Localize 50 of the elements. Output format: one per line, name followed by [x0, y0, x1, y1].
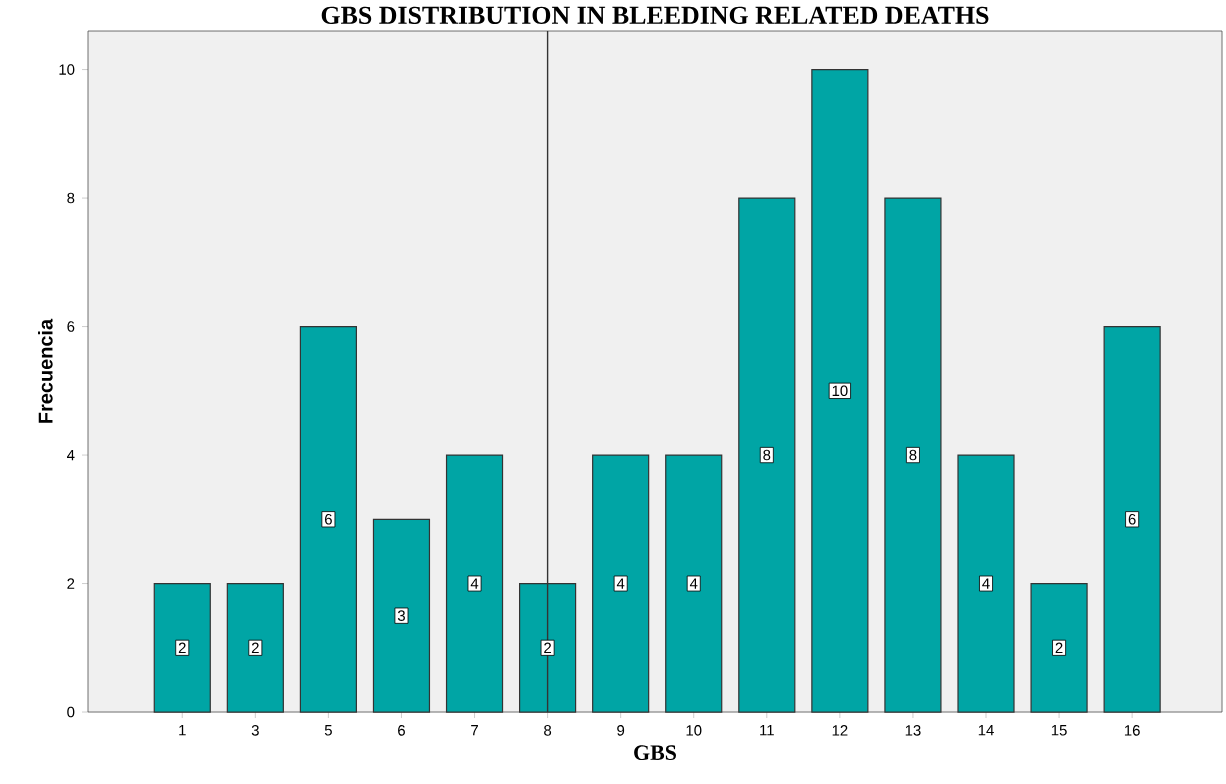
x-tick-label: 5	[324, 725, 332, 736]
data-label: 2	[178, 642, 186, 653]
x-tick-label: 15	[1051, 725, 1067, 736]
x-tick-label: 12	[832, 725, 848, 736]
bar	[1103, 325, 1161, 713]
bar	[226, 582, 284, 713]
x-tick-label: 13	[905, 725, 921, 736]
bar	[592, 454, 650, 713]
y-tick-label: 10	[59, 64, 75, 75]
data-label: 6	[1128, 513, 1136, 525]
data-label: 3	[397, 610, 405, 621]
x-tick-label: 7	[471, 725, 478, 736]
y-tick-label: 4	[67, 449, 75, 461]
y-tick-label: 8	[67, 192, 75, 204]
data-label: 4	[470, 578, 479, 589]
bar	[738, 197, 796, 713]
x-tick-label: 3	[251, 725, 259, 736]
data-label: 8	[909, 449, 917, 461]
x-tick-label: 1	[179, 725, 186, 736]
bar	[884, 197, 942, 713]
x-tick-label: 16	[1124, 725, 1140, 736]
y-tick-label: 2	[67, 578, 75, 589]
data-label: 6	[324, 513, 332, 525]
data-label: 10	[832, 385, 848, 397]
bar	[153, 582, 211, 713]
bar	[299, 325, 357, 713]
data-label: 8	[763, 449, 771, 461]
data-label: 2	[544, 642, 552, 653]
x-tick-label: 14	[978, 725, 994, 736]
y-tick-label: 6	[67, 321, 75, 332]
bar	[957, 454, 1015, 713]
x-tick-label: 6	[398, 725, 405, 736]
bar	[445, 454, 504, 713]
bar	[665, 454, 723, 713]
x-tick-label: 8	[544, 725, 552, 736]
x-axis-title: GBS	[634, 745, 676, 761]
chart-title: GBS DISTRIBUTION IN BLEEDING RELATED DEATHS	[321, 6, 989, 25]
y-tick-label: 0	[67, 706, 75, 718]
y-axis-title: Frecuencia	[38, 318, 53, 423]
x-tick-label: 10	[686, 725, 702, 736]
x-tick-label: 9	[617, 725, 625, 736]
data-label: 2	[1055, 642, 1063, 653]
bar	[1030, 582, 1088, 713]
data-label: 4	[982, 578, 990, 589]
data-label: 2	[251, 642, 259, 653]
bar	[372, 518, 431, 713]
data-label: 4	[689, 578, 698, 589]
x-tick-label: 11	[760, 725, 774, 736]
bar	[811, 68, 869, 713]
data-label: 4	[616, 578, 625, 589]
